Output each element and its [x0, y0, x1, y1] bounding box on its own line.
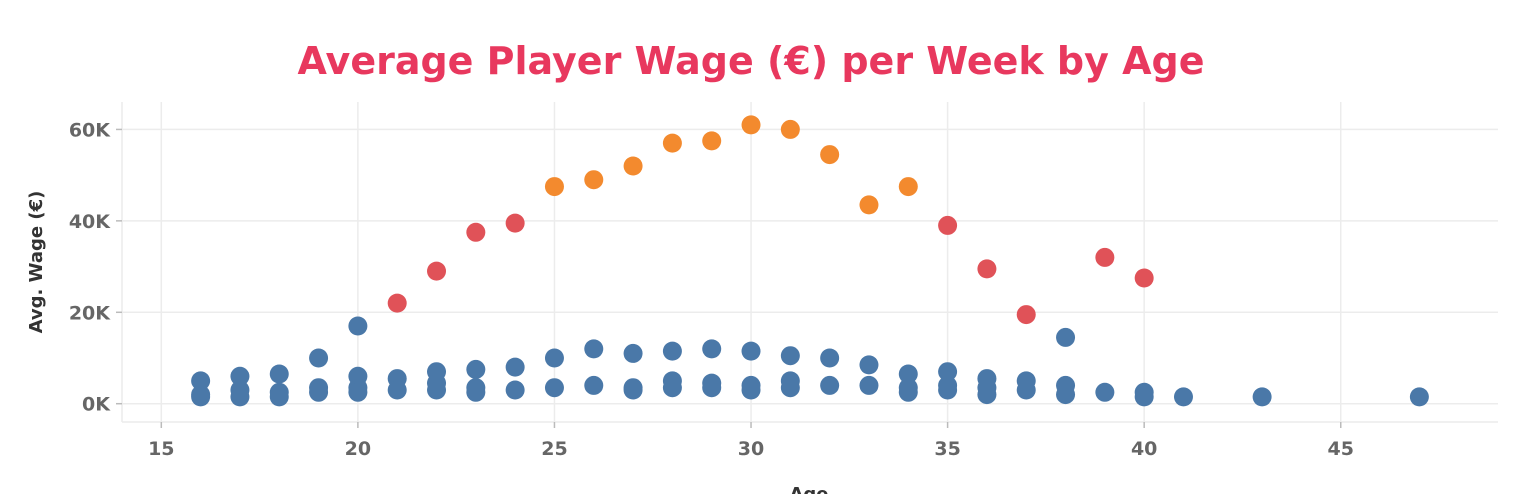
- data-point-blue: [466, 382, 486, 402]
- data-point-orange: [544, 177, 564, 197]
- x-tick-label: 15: [148, 438, 174, 460]
- data-point-blue: [898, 382, 918, 402]
- data-point-blue: [505, 380, 525, 400]
- data-point-blue: [1173, 387, 1193, 407]
- data-point-blue: [662, 378, 682, 398]
- data-point-blue: [859, 375, 879, 395]
- data-point-red: [505, 213, 525, 233]
- data-point-blue: [544, 378, 564, 398]
- data-point-blue: [662, 341, 682, 361]
- data-point-blue: [191, 387, 211, 407]
- data-point-blue: [191, 371, 211, 391]
- grid-lines: [121, 102, 1498, 423]
- data-point-blue: [780, 346, 800, 366]
- data-point-blue: [623, 343, 643, 363]
- data-point-red: [387, 293, 407, 313]
- data-point-orange: [702, 131, 722, 151]
- data-point-orange: [584, 170, 604, 190]
- data-point-blue: [1016, 380, 1036, 400]
- data-point-red: [1134, 268, 1154, 288]
- data-point-blue: [741, 380, 761, 400]
- data-point-blue: [348, 316, 368, 336]
- data-point-blue: [820, 348, 840, 368]
- y-tick-label: 0K: [82, 394, 111, 416]
- data-point-blue: [309, 382, 329, 402]
- x-tick-label: 30: [738, 438, 764, 460]
- data-point-blue: [820, 375, 840, 395]
- data-point-blue: [348, 382, 368, 402]
- data-point-orange: [859, 195, 879, 215]
- x-tick-label: 40: [1131, 438, 1157, 460]
- data-point-orange: [820, 145, 840, 165]
- data-point-red: [938, 215, 958, 235]
- data-point-blue: [1056, 385, 1076, 405]
- y-axis-label: Avg. Wage (€): [26, 191, 47, 334]
- axes: 15 20 25 30 35 40 45 0K 20K 40K 60K: [69, 119, 1354, 460]
- data-point-blue: [623, 380, 643, 400]
- data-point-blue: [427, 380, 447, 400]
- data-point-blue: [859, 355, 879, 375]
- data-point-blue: [230, 387, 250, 407]
- data-point-blue: [938, 362, 958, 382]
- data-point-blue: [466, 359, 486, 379]
- data-point-red: [466, 222, 486, 242]
- x-axis-label: Age: [789, 484, 828, 494]
- data-point-red: [1095, 247, 1115, 267]
- data-point-orange: [623, 156, 643, 176]
- data-point-blue: [1252, 387, 1272, 407]
- data-point-blue: [1095, 382, 1115, 402]
- chart-title: Average Player Wage (€) per Week by Age: [298, 39, 1205, 83]
- x-tick-label: 20: [345, 438, 371, 460]
- data-point-blue: [584, 375, 604, 395]
- data-point-blue: [938, 380, 958, 400]
- data-point-blue: [741, 341, 761, 361]
- data-point-blue: [230, 366, 250, 386]
- data-point-red: [977, 259, 997, 279]
- data-point-blue: [505, 357, 525, 377]
- data-point-blue: [898, 364, 918, 384]
- x-tick-label: 25: [541, 438, 567, 460]
- data-point-blue: [269, 387, 289, 407]
- data-point-blue: [309, 348, 329, 368]
- data-point-blue: [1409, 387, 1429, 407]
- data-point-blue: [544, 348, 564, 368]
- data-point-red: [1016, 305, 1036, 325]
- data-point-blue: [1134, 387, 1154, 407]
- data-point-orange: [780, 119, 800, 139]
- data-point-orange: [662, 133, 682, 153]
- y-tick-label: 20K: [69, 302, 111, 324]
- data-point-blue: [387, 380, 407, 400]
- y-tick-label: 40K: [69, 211, 111, 233]
- data-point-blue: [702, 378, 722, 398]
- data-point-blue: [780, 378, 800, 398]
- data-point-blue: [1056, 327, 1076, 347]
- data-point-red: [427, 261, 447, 281]
- x-tick-label: 35: [934, 438, 960, 460]
- data-point-blue: [269, 364, 289, 384]
- x-tick-label: 45: [1328, 438, 1354, 460]
- data-point-orange: [741, 115, 761, 135]
- data-point-blue: [702, 339, 722, 359]
- data-point-orange: [898, 177, 918, 197]
- data-point-blue: [977, 385, 997, 405]
- data-points: [191, 115, 1429, 407]
- data-point-blue: [584, 339, 604, 359]
- y-tick-label: 60K: [69, 119, 111, 141]
